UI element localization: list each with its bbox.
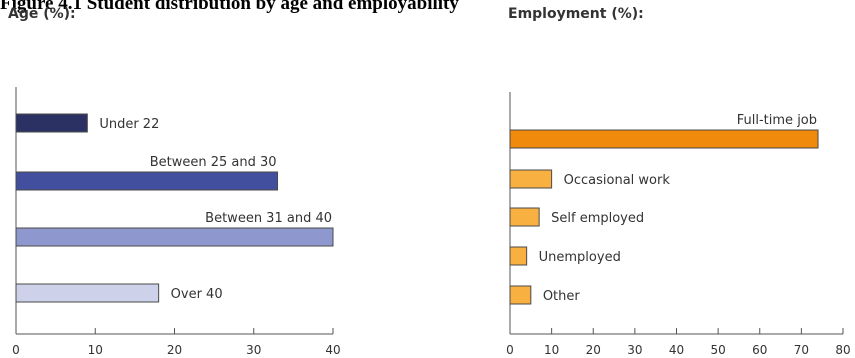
age-chart-title: Age (%): bbox=[8, 6, 76, 22]
employment-x-tick-label: 50 bbox=[710, 343, 725, 357]
employment-x-tick-label: 10 bbox=[544, 343, 559, 357]
employment-x-tick-label: 0 bbox=[506, 343, 514, 357]
age-bar-between-31-and-40 bbox=[15, 227, 334, 247]
age-bar-label: Over 40 bbox=[171, 287, 223, 302]
age-x-tick-label: 30 bbox=[246, 343, 261, 357]
employment-bar-label: Other bbox=[543, 289, 581, 304]
age-bar-over-40 bbox=[15, 283, 160, 303]
employment-bar-label: Occasional work bbox=[564, 173, 671, 188]
employment-x-tick-label: 60 bbox=[752, 343, 767, 357]
age-bar-label: Between 31 and 40 bbox=[205, 211, 332, 226]
age-chart: 0 10 20 30 40 Under 22 Between 25 and 30 Betwee… bbox=[12, 87, 341, 357]
employment-bar-label: Self employed bbox=[551, 211, 644, 226]
employment-x-tick-label: 40 bbox=[669, 343, 684, 357]
age-bar-under-22 bbox=[15, 113, 88, 133]
employment-x-tick-label: 70 bbox=[794, 343, 809, 357]
employment-bar-full-time-job bbox=[509, 129, 819, 149]
age-x-tick-label: 20 bbox=[167, 343, 182, 357]
employment-bar-occasional-work bbox=[509, 169, 553, 189]
employment-x-tick-label: 20 bbox=[586, 343, 601, 357]
employment-chart: 0 10 20 30 40 50 60 70 80 Full-time job Occasional… bbox=[506, 92, 851, 357]
age-bar-label: Between 25 and 30 bbox=[150, 155, 277, 170]
age-x-tick-label: 0 bbox=[12, 343, 20, 357]
employment-x-tick-label: 80 bbox=[835, 343, 850, 357]
age-bar-label: Under 22 bbox=[99, 117, 159, 132]
employment-bar-label: Full-time job bbox=[737, 113, 817, 128]
age-bar-between-25-and-30 bbox=[15, 171, 279, 191]
age-x-tick-label: 40 bbox=[325, 343, 340, 357]
employment-bar-other bbox=[509, 285, 532, 305]
employment-bar-self-employed bbox=[509, 207, 540, 227]
employment-chart-title: Employment (%): bbox=[508, 6, 644, 22]
age-x-tick-label: 10 bbox=[88, 343, 103, 357]
figure-title: Figure 4.1 Student distribution by age a… bbox=[0, 0, 459, 14]
employment-bar-label: Unemployed bbox=[539, 250, 621, 265]
employment-x-tick-label: 30 bbox=[627, 343, 642, 357]
employment-bar-unemployed bbox=[509, 246, 528, 266]
